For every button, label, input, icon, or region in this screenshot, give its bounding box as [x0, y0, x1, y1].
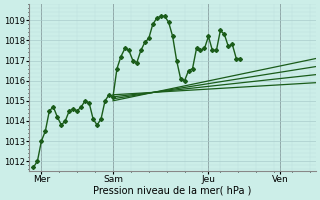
X-axis label: Pression niveau de la mer( hPa ): Pression niveau de la mer( hPa ) — [93, 186, 252, 196]
